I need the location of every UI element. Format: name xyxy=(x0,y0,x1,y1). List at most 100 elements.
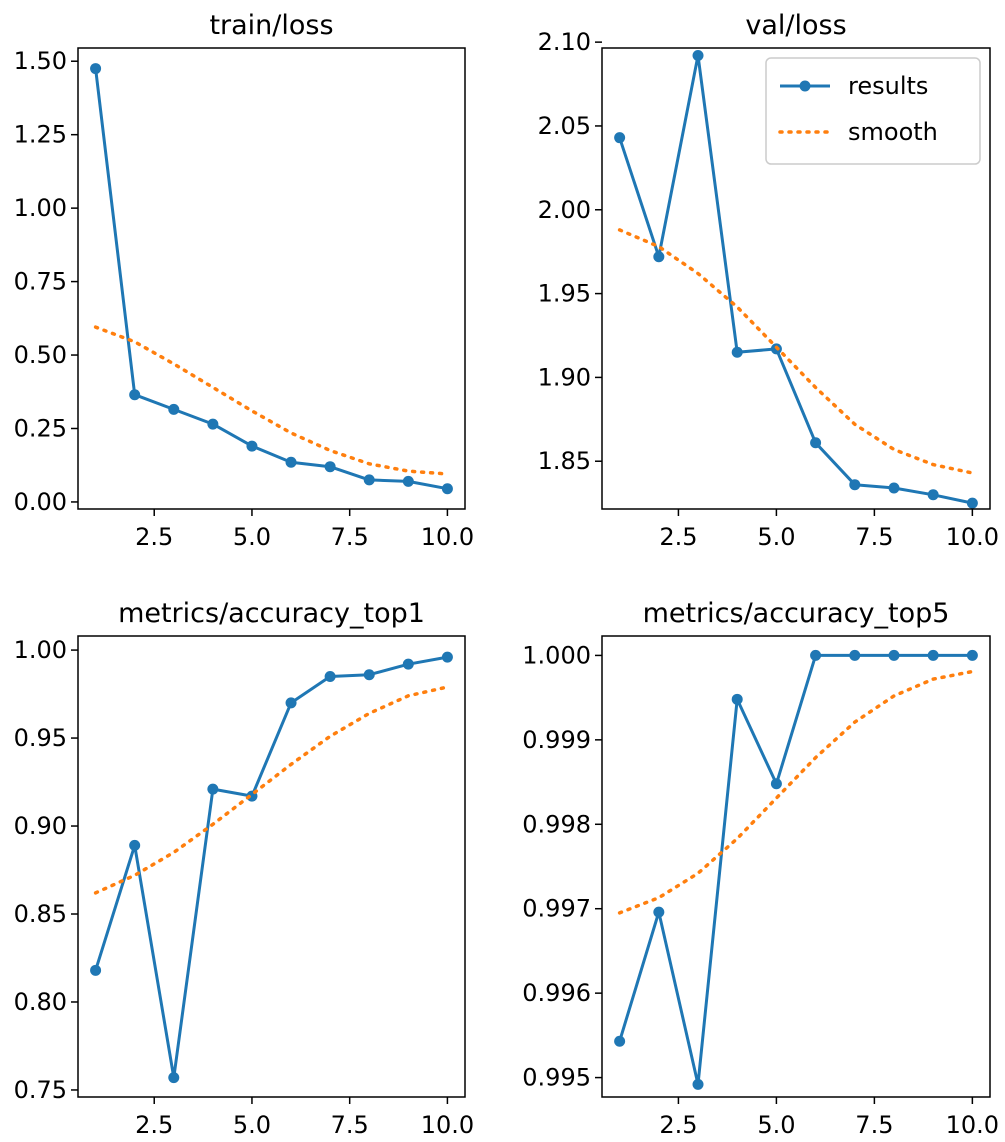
chart-panel-2: val/loss 1.85 1.90 1.95 2.00 2.05 2.10 2.5 5.0 7.… xyxy=(538,10,1000,551)
data-point-results xyxy=(653,906,665,918)
data-point-results xyxy=(849,479,861,491)
data-point-results xyxy=(888,482,900,494)
y-tick-label: 1.000 xyxy=(522,641,591,669)
data-point-results xyxy=(207,783,219,795)
data-point-results xyxy=(363,669,375,681)
axes-frame xyxy=(77,635,466,1098)
data-point-results xyxy=(129,389,141,401)
y-tick-label: 0.00 xyxy=(14,488,67,516)
data-point-results xyxy=(692,50,704,62)
axes-frame xyxy=(77,47,466,510)
y-tick-label: 2.05 xyxy=(538,112,591,140)
x-tick-label: 2.5 xyxy=(135,523,173,551)
data-point-results xyxy=(810,649,822,661)
data-point-results xyxy=(810,437,822,449)
y-tick-label: 1.90 xyxy=(538,363,591,391)
y-tick-label: 0.50 xyxy=(14,341,67,369)
chart-panel-4: metrics/accuracy_top5 0.995 0.996 0.997 0.99… xyxy=(522,598,999,1139)
data-point-results xyxy=(402,475,414,487)
x-tick-label: 7.5 xyxy=(855,523,893,551)
data-point-results xyxy=(324,670,336,682)
series-line-results xyxy=(94,68,448,491)
figure-root: train/loss 0.00 0.25 0.50 0.75 1.00 1.25 1.50 2.… xyxy=(14,10,1000,1139)
data-point-results xyxy=(653,251,665,263)
data-point-results xyxy=(363,474,375,486)
y-tick-label: 0.85 xyxy=(14,900,67,928)
data-point-results xyxy=(731,693,743,705)
data-point-results xyxy=(849,649,861,661)
data-point-results xyxy=(966,497,978,509)
y-tick-label: 1.95 xyxy=(538,280,591,308)
y-tick-label: 2.00 xyxy=(538,196,591,224)
data-point-results xyxy=(966,649,978,661)
series-line-results xyxy=(618,653,973,1086)
y-tick-label: 1.50 xyxy=(14,47,67,75)
x-tick-label: 5.0 xyxy=(233,1111,271,1139)
data-point-results xyxy=(692,1078,704,1090)
chart-title: val/loss xyxy=(745,10,846,41)
data-point-results xyxy=(441,651,453,663)
chart-title: train/loss xyxy=(209,10,333,41)
chart-title: metrics/accuracy_top1 xyxy=(118,598,425,629)
data-point-results xyxy=(441,483,453,495)
x-tick-label: 5.0 xyxy=(757,1111,795,1139)
x-tick-label: 5.0 xyxy=(757,523,795,551)
data-point-results xyxy=(90,63,102,75)
data-point-results xyxy=(927,489,939,501)
data-point-results xyxy=(285,456,297,468)
data-point-results xyxy=(888,649,900,661)
series-line-smooth xyxy=(617,669,975,915)
y-tick-label: 0.25 xyxy=(14,414,67,442)
legend: results smooth xyxy=(765,57,981,165)
series-line-results xyxy=(618,54,973,505)
chart-panel-1: train/loss 0.00 0.25 0.50 0.75 1.00 1.25 1.50 2.… xyxy=(14,10,475,551)
data-point-results xyxy=(129,839,141,851)
y-tick-label: 1.00 xyxy=(14,636,67,664)
series-line-smooth xyxy=(93,685,450,895)
data-point-results xyxy=(90,964,102,976)
y-tick-label: 0.995 xyxy=(522,1064,591,1092)
chart-title: metrics/accuracy_top5 xyxy=(643,598,950,629)
series-line-results xyxy=(94,655,448,1080)
data-point-results xyxy=(927,649,939,661)
axes-frame xyxy=(601,47,991,510)
data-point-results xyxy=(168,1072,180,1084)
series-line-smooth xyxy=(617,228,975,475)
x-tick-label: 10.0 xyxy=(421,523,474,551)
x-tick-label: 5.0 xyxy=(233,523,271,551)
x-tick-label: 7.5 xyxy=(331,523,369,551)
y-tick-label: 0.998 xyxy=(522,810,591,838)
legend-label: smooth xyxy=(848,118,938,146)
data-point-results xyxy=(731,346,743,358)
x-tick-label: 7.5 xyxy=(855,1111,893,1139)
y-tick-label: 0.75 xyxy=(14,268,67,296)
data-point-results xyxy=(168,403,180,415)
data-point-results xyxy=(770,778,782,790)
y-tick-label: 0.999 xyxy=(522,726,591,754)
y-tick-label: 0.75 xyxy=(14,1076,67,1104)
legend-marker-results xyxy=(799,80,811,92)
x-tick-label: 10.0 xyxy=(421,1111,474,1139)
x-tick-label: 10.0 xyxy=(946,523,999,551)
y-tick-label: 1.85 xyxy=(538,447,591,475)
chart-panel-3: metrics/accuracy_top1 0.75 0.80 0.85 0.90 0.9… xyxy=(14,598,475,1139)
y-tick-label: 0.80 xyxy=(14,988,67,1016)
y-tick-label: 0.95 xyxy=(14,724,67,752)
x-tick-label: 10.0 xyxy=(946,1111,999,1139)
data-point-results xyxy=(207,418,219,430)
y-tick-label: 0.996 xyxy=(522,979,591,1007)
data-point-results xyxy=(246,440,258,452)
legend-label: results xyxy=(848,72,928,100)
y-tick-label: 1.25 xyxy=(14,121,67,149)
y-tick-label: 2.10 xyxy=(538,28,591,56)
data-point-results xyxy=(324,461,336,473)
y-tick-label: 0.997 xyxy=(522,895,591,923)
axes-frame xyxy=(601,635,991,1098)
y-tick-label: 1.00 xyxy=(14,194,67,222)
x-tick-label: 7.5 xyxy=(331,1111,369,1139)
x-tick-label: 2.5 xyxy=(659,523,697,551)
y-tick-label: 0.90 xyxy=(14,812,67,840)
x-tick-label: 2.5 xyxy=(659,1111,697,1139)
